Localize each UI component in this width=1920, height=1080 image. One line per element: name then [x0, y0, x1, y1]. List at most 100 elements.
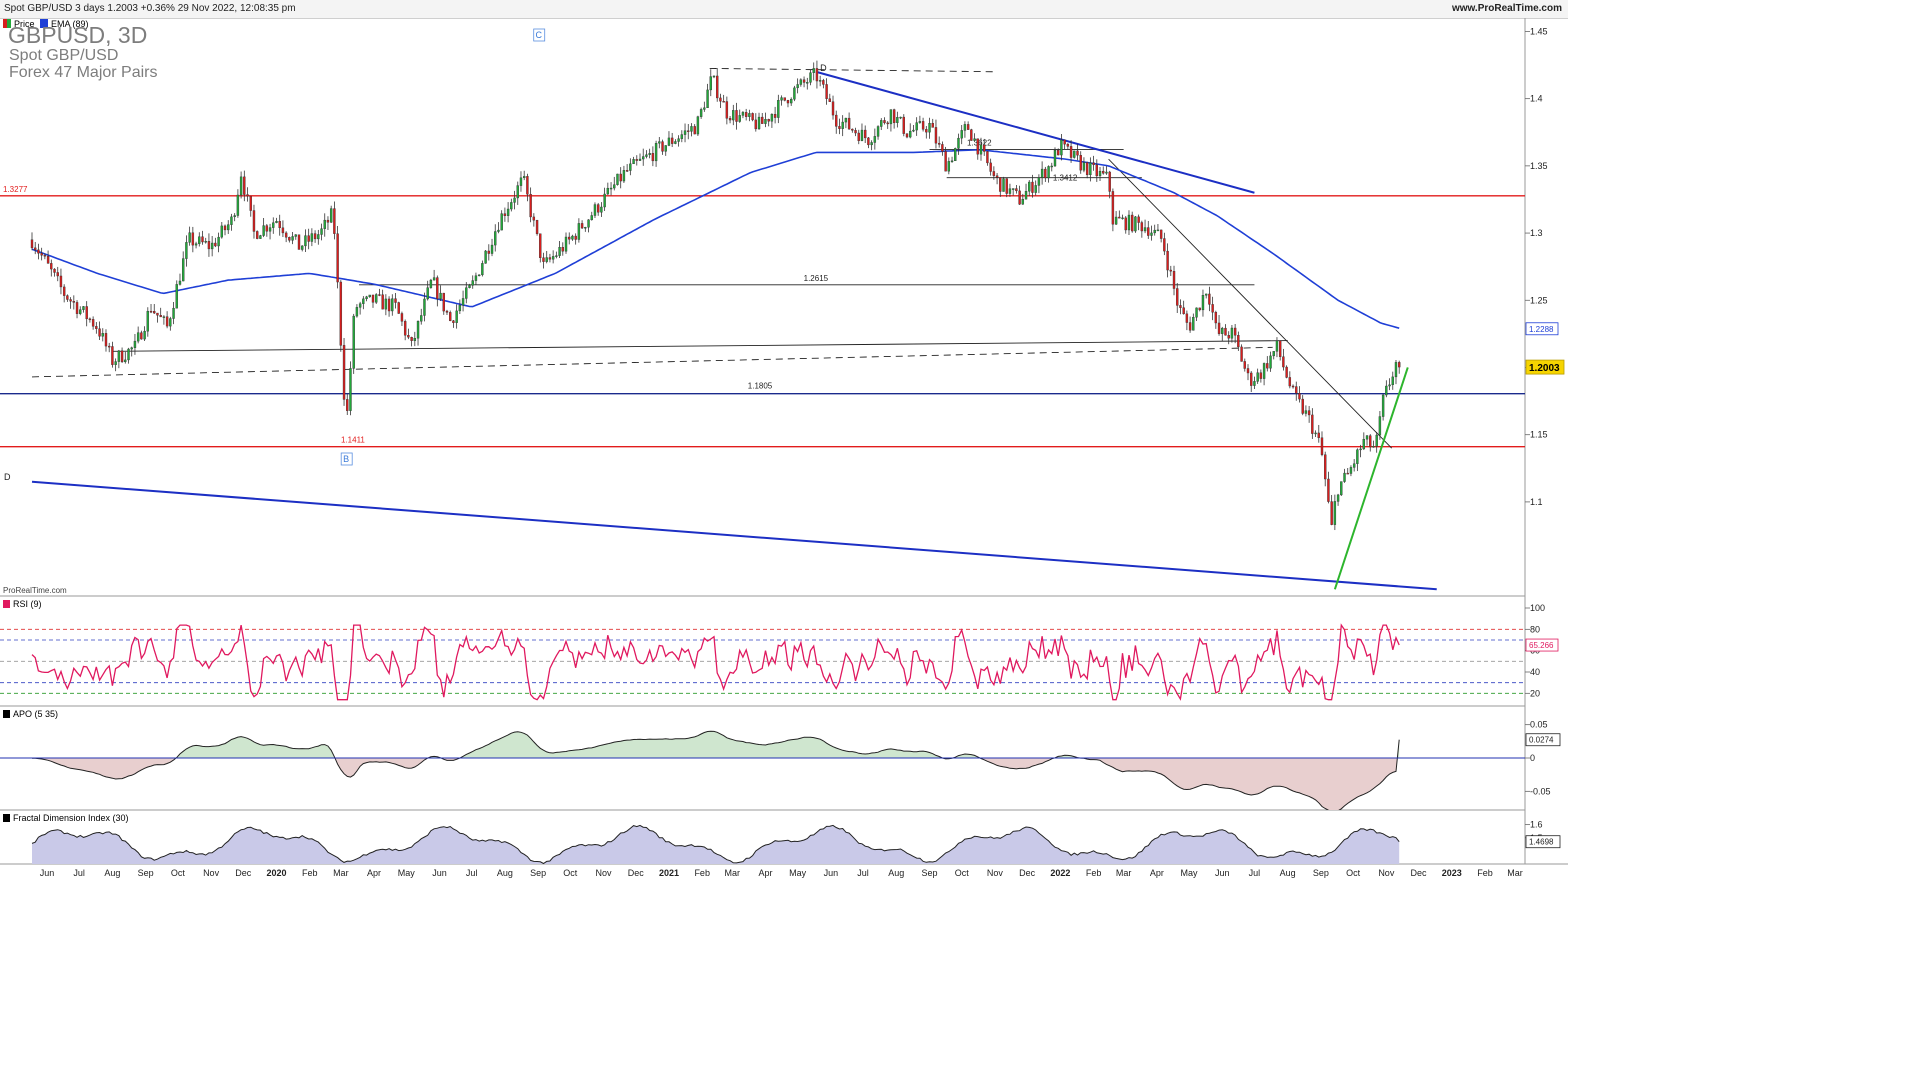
- candle-body: [642, 156, 645, 160]
- candle-body: [362, 298, 365, 304]
- candle-body: [191, 232, 195, 246]
- month-tick: Apr: [758, 868, 772, 878]
- candle-body: [301, 245, 304, 250]
- month-tick: Nov: [1378, 868, 1395, 878]
- candle-body: [1031, 181, 1034, 193]
- candle-body: [1028, 181, 1031, 192]
- candle-body: [91, 319, 95, 327]
- month-tick: Nov: [596, 868, 613, 878]
- price-tick: 1.3: [1530, 228, 1543, 238]
- month-tick: Mar: [724, 868, 740, 878]
- candle-body: [1237, 335, 1240, 348]
- candle-body: [297, 234, 301, 250]
- candle-body: [284, 232, 288, 238]
- candle-body: [268, 227, 272, 232]
- candle-body: [1053, 150, 1057, 167]
- candle-body: [394, 298, 397, 303]
- candle-body: [1018, 190, 1021, 205]
- candle-body: [416, 320, 420, 339]
- chart-canvas[interactable]: Price EMA (89) GBPUSD, 3D Spot GBP/USD F…: [0, 18, 1568, 882]
- candle-body: [838, 126, 841, 129]
- fdi-line: [31, 824, 1400, 865]
- candle-body: [185, 242, 188, 259]
- candle-body: [674, 141, 677, 144]
- candle-body: [1204, 293, 1208, 296]
- candle-body: [262, 225, 265, 236]
- candle-body: [806, 82, 809, 84]
- month-tick: Aug: [497, 868, 513, 878]
- candle-body: [918, 121, 922, 123]
- candle-body: [1195, 307, 1198, 318]
- candle-body: [719, 97, 722, 102]
- neckline-dashed[interactable]: [31, 346, 1273, 378]
- candle-body: [1333, 501, 1337, 525]
- candle-body: [1037, 177, 1041, 186]
- candle-body: [111, 346, 114, 365]
- watermark: ProRealTime.com: [3, 586, 67, 595]
- candle-body: [432, 277, 436, 281]
- candle-body: [741, 112, 745, 116]
- candle-body: [445, 310, 449, 313]
- candle-body: [632, 159, 635, 165]
- source-link[interactable]: www.ProRealTime.com: [1451, 3, 1562, 14]
- candle-body: [1082, 162, 1086, 171]
- candle-body: [101, 333, 104, 337]
- candle-body: [1324, 454, 1327, 480]
- month-tick: May: [398, 868, 416, 878]
- candle-body: [796, 84, 799, 89]
- price-tick: 1.1: [1530, 497, 1543, 507]
- candle-body: [104, 333, 108, 347]
- candle-body: [326, 219, 330, 223]
- candle-body: [625, 170, 629, 172]
- year-tick: 2020: [266, 868, 286, 878]
- resistance-trendline[interactable]: [815, 70, 1255, 194]
- candle-body: [1253, 381, 1256, 386]
- candle-body: [210, 242, 214, 250]
- candle-body: [1057, 150, 1060, 156]
- candle-body: [1047, 166, 1050, 179]
- candle-body: [957, 137, 960, 149]
- downtrend-line[interactable]: [1108, 158, 1393, 449]
- pattern-point: D: [820, 63, 827, 73]
- uptrend-line[interactable]: [1333, 367, 1409, 590]
- candle-body: [1166, 250, 1169, 271]
- candle-body: [66, 295, 69, 300]
- candle-body: [551, 256, 555, 260]
- candle-body: [310, 233, 314, 242]
- month-tick: Jul: [857, 868, 869, 878]
- instrument-name: Spot GBP/USD: [9, 47, 118, 64]
- candle-body: [133, 340, 137, 348]
- support-trendline[interactable]: [31, 480, 1437, 591]
- month-tick: Dec: [1019, 868, 1036, 878]
- ema-badge-value: 1.2288: [1529, 325, 1554, 334]
- top-dashed-line[interactable]: [709, 67, 995, 73]
- candle-body: [555, 255, 558, 257]
- candle-body: [703, 107, 706, 110]
- candle-body: [973, 138, 976, 141]
- candle-body: [609, 187, 613, 190]
- apo-tick: 0: [1530, 753, 1535, 763]
- candle-body: [400, 313, 404, 322]
- candle-body: [925, 129, 928, 133]
- candle-body: [88, 318, 92, 321]
- candle-body: [249, 195, 252, 211]
- month-tick: Sep: [1313, 868, 1329, 878]
- candle-body: [198, 236, 201, 244]
- candle-body: [577, 223, 581, 240]
- candle-body: [648, 153, 651, 155]
- candle-body: [992, 171, 996, 176]
- candle-body: [246, 194, 249, 197]
- candle-body: [580, 223, 584, 229]
- annotation-label: 1.2615: [804, 274, 829, 283]
- candle-body: [564, 236, 568, 252]
- candle-body: [1272, 351, 1275, 357]
- candle-body: [1233, 327, 1237, 336]
- candle-body: [954, 148, 957, 162]
- candle-body: [818, 80, 822, 82]
- pattern-point: C: [535, 30, 542, 40]
- candle-body: [1317, 432, 1320, 438]
- neckline[interactable]: [112, 340, 1288, 352]
- candle-body: [1050, 165, 1053, 168]
- candle-body: [34, 247, 37, 251]
- candle-body: [815, 68, 819, 82]
